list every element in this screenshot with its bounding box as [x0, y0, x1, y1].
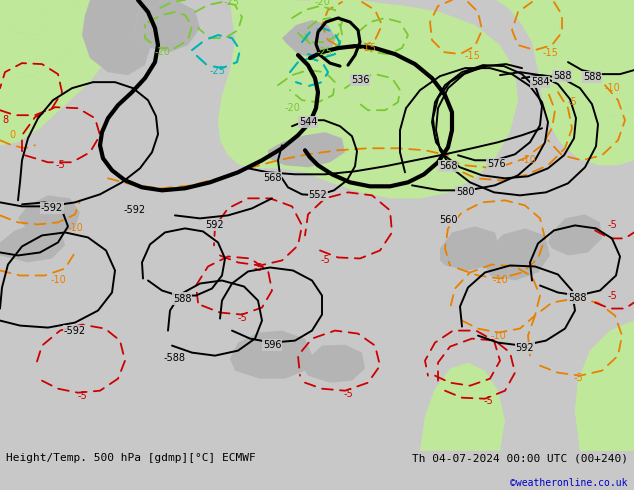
- Text: Height/Temp. 500 hPa [gdmp][°C] ECMWF: Height/Temp. 500 hPa [gdmp][°C] ECMWF: [6, 453, 256, 463]
- Polygon shape: [310, 0, 418, 98]
- Text: 596: 596: [262, 340, 281, 349]
- Text: -10: -10: [604, 83, 620, 93]
- Text: -10: -10: [520, 155, 536, 165]
- Text: -10: -10: [50, 275, 66, 286]
- Text: 584: 584: [531, 77, 549, 87]
- Text: 8: 8: [2, 115, 8, 125]
- Text: 544: 544: [299, 117, 317, 127]
- Text: -592: -592: [64, 325, 86, 336]
- Text: -5: -5: [77, 391, 87, 401]
- Text: -5: -5: [607, 220, 617, 230]
- Polygon shape: [282, 20, 336, 58]
- Text: -10: -10: [67, 223, 83, 233]
- Polygon shape: [18, 196, 80, 235]
- Polygon shape: [135, 0, 200, 52]
- Text: 588: 588: [568, 293, 586, 302]
- Polygon shape: [230, 0, 325, 82]
- Text: -592: -592: [124, 205, 146, 216]
- Polygon shape: [305, 344, 365, 383]
- Text: -588: -588: [164, 353, 186, 363]
- Polygon shape: [548, 215, 602, 255]
- Text: -5: -5: [607, 291, 617, 300]
- Text: 560: 560: [439, 216, 457, 225]
- Polygon shape: [490, 0, 634, 165]
- Text: -5: -5: [320, 255, 330, 266]
- Text: -25: -25: [224, 0, 240, 7]
- Polygon shape: [440, 226, 500, 270]
- Text: ©weatheronline.co.uk: ©weatheronline.co.uk: [510, 478, 628, 488]
- Text: -5: -5: [567, 97, 577, 107]
- Text: -5: -5: [55, 160, 65, 171]
- Text: -5: -5: [237, 313, 247, 322]
- Polygon shape: [0, 0, 50, 35]
- Polygon shape: [0, 0, 85, 80]
- Text: 552: 552: [309, 190, 327, 200]
- Text: -5: -5: [343, 389, 353, 399]
- Text: 592: 592: [205, 220, 224, 230]
- Polygon shape: [268, 132, 345, 167]
- Text: -592: -592: [41, 203, 63, 213]
- Text: 0: 0: [9, 130, 15, 140]
- Polygon shape: [485, 228, 550, 280]
- Text: 588: 588: [553, 71, 571, 81]
- Text: -15: -15: [464, 51, 480, 61]
- Text: -15: -15: [360, 43, 376, 53]
- Text: Th 04-07-2024 00:00 UTC (00+240): Th 04-07-2024 00:00 UTC (00+240): [411, 453, 628, 463]
- Polygon shape: [0, 222, 65, 263]
- Text: -20: -20: [284, 103, 300, 113]
- Polygon shape: [545, 0, 634, 118]
- Polygon shape: [82, 0, 150, 75]
- Polygon shape: [575, 320, 634, 451]
- Text: 568: 568: [262, 173, 281, 183]
- Text: -10: -10: [490, 331, 506, 341]
- Polygon shape: [500, 320, 634, 451]
- Text: 580: 580: [456, 187, 474, 197]
- Text: 592: 592: [515, 343, 534, 353]
- Text: 588: 588: [583, 72, 601, 82]
- Text: -20: -20: [314, 0, 330, 7]
- Text: -5: -5: [573, 373, 583, 383]
- Text: -5: -5: [253, 264, 263, 273]
- Polygon shape: [0, 0, 125, 145]
- Text: 536: 536: [351, 75, 369, 85]
- Polygon shape: [420, 363, 505, 451]
- Text: -5: -5: [483, 396, 493, 406]
- Text: -25: -25: [317, 47, 333, 57]
- Text: -15: -15: [542, 48, 558, 58]
- Polygon shape: [230, 331, 312, 379]
- Text: 568: 568: [439, 161, 457, 172]
- Polygon shape: [218, 0, 518, 198]
- Text: -25: -25: [210, 66, 226, 76]
- Text: -10: -10: [492, 275, 508, 286]
- Text: 576: 576: [487, 159, 505, 169]
- Text: -20: -20: [154, 47, 170, 57]
- Text: 588: 588: [172, 294, 191, 303]
